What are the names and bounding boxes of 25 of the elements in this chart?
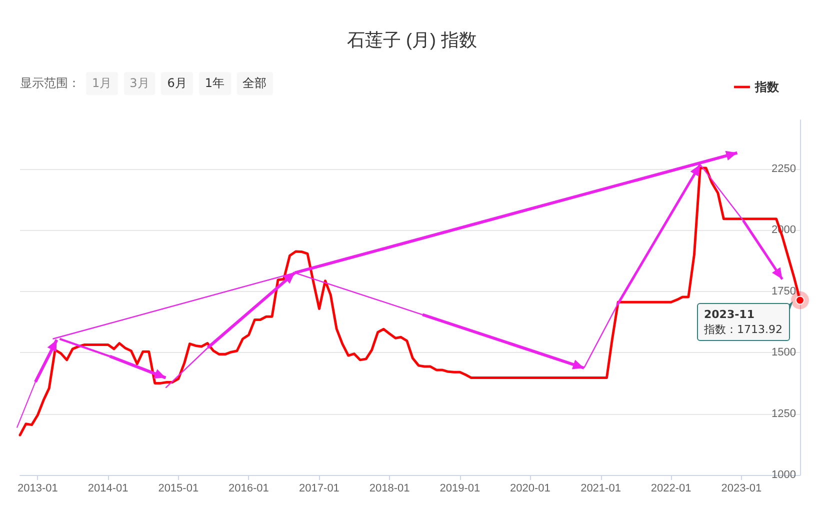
range-button: 6月: [161, 72, 193, 95]
y-tick-label: 1000: [772, 469, 796, 481]
x-tick-label: 2014-01: [88, 482, 128, 494]
x-tick-label: 2013-01: [18, 482, 58, 494]
y-tick-label: 1250: [772, 408, 796, 420]
x-tick-label: 2021-01: [580, 482, 621, 494]
x-tick-label: 2016-01: [228, 482, 269, 494]
range-button: 3月: [124, 72, 156, 95]
range-button: 全部: [236, 72, 273, 95]
x-tick-label: 2020-01: [510, 482, 550, 494]
x-tick-label: 2018-01: [369, 482, 410, 494]
legend-label: 指数: [754, 80, 780, 94]
x-tick-label: 2023-01: [721, 482, 762, 494]
range-button: 1年: [198, 72, 231, 95]
y-tick-label: 1750: [772, 285, 796, 298]
y-tick-label: 2250: [772, 162, 796, 175]
range-button: 1月: [86, 72, 118, 95]
x-tick-label: 2022-01: [650, 482, 692, 494]
x-tick-label: 2015-01: [158, 482, 199, 494]
x-tick-label: 2019-01: [440, 482, 480, 494]
annotation: 2023-11 指数：1713.92: [704, 307, 782, 338]
range-label: 显示范围：: [20, 75, 80, 92]
y-tick-label: 1500: [772, 346, 796, 359]
chart-title: 石莲子 (月) 指数: [347, 30, 477, 50]
x-tick-label: 2017-01: [299, 482, 340, 494]
